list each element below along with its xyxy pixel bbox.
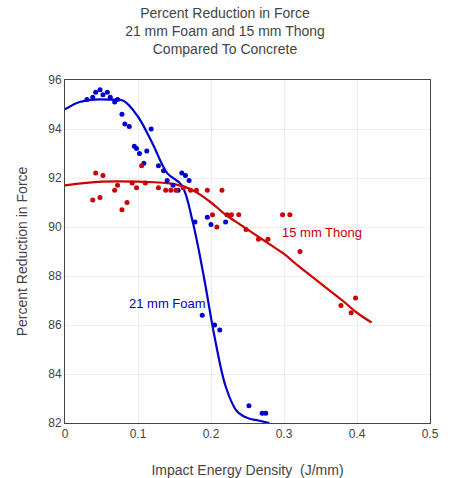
svg-text:Percent Reduction in Force21 m: Percent Reduction in Force21 mm Foam and… xyxy=(125,5,325,57)
svg-text:Impact Energy Density (J/mm): Impact Energy Density (J/mm) xyxy=(151,462,343,478)
svg-text:82: 82 xyxy=(48,416,62,430)
svg-text:86: 86 xyxy=(48,318,62,332)
svg-text:21 mm Foam: 21 mm Foam xyxy=(129,296,206,311)
svg-text:Percent Reduction in Force: Percent Reduction in Force xyxy=(14,166,30,336)
svg-text:94: 94 xyxy=(48,122,62,136)
svg-text:0.5: 0.5 xyxy=(422,427,439,441)
svg-text:88: 88 xyxy=(48,269,62,283)
svg-text:0.4: 0.4 xyxy=(349,427,366,441)
svg-text:92: 92 xyxy=(48,171,62,185)
svg-text:0.3: 0.3 xyxy=(276,427,293,441)
svg-text:90: 90 xyxy=(48,220,62,234)
svg-text:0: 0 xyxy=(62,427,69,441)
svg-text:96: 96 xyxy=(48,73,62,87)
svg-text:0.2: 0.2 xyxy=(203,427,220,441)
svg-text:84: 84 xyxy=(48,367,62,381)
svg-text:15 mm Thong: 15 mm Thong xyxy=(282,225,362,240)
svg-text:0.1: 0.1 xyxy=(130,427,147,441)
